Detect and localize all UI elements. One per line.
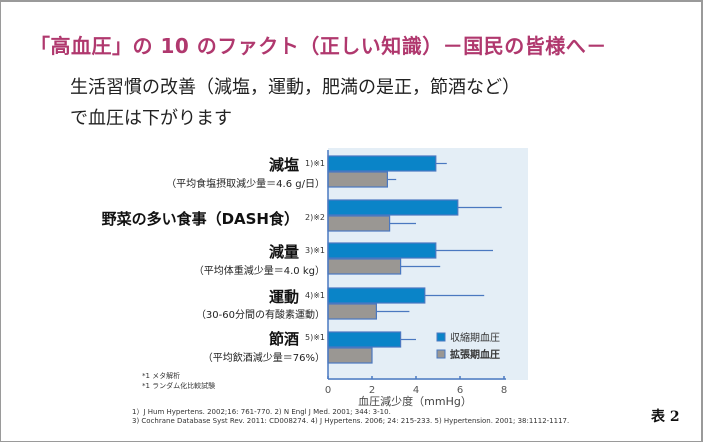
- category-labels: 減塩 1)※1 （平均食塩摂取減少量＝4.6 g/日） 野菜の多い食事（DASH食…: [0, 0, 325, 442]
- x-tick-label: 2: [369, 385, 375, 396]
- bar-diastolic: [327, 347, 373, 364]
- legend: 収縮期血圧 拡張期血圧: [436, 331, 500, 361]
- x-axis-label: 血圧減少度（mmHg）: [358, 394, 472, 408]
- bar-diastolic: [327, 171, 389, 188]
- footnote-meta-analysis: *1 メタ解析: [142, 372, 181, 380]
- category-label-sub: （30-60分間の有酸素運動）: [195, 310, 325, 321]
- bars-group: [327, 155, 502, 364]
- footnote-rct: *1 ランダム化比較試験: [142, 382, 216, 390]
- category-label-main: 減塩 1)※1: [268, 156, 325, 174]
- category-ref: 1)※1: [304, 159, 325, 168]
- legend-swatch-systolic: [436, 332, 446, 342]
- subtitle-line-2: で血圧は下がります: [70, 108, 232, 129]
- reference-line-2: 3) Cochrane Database Syst Rev. 2011: CD0…: [132, 417, 570, 425]
- x-axis: 0 2 4 6 8: [325, 150, 507, 396]
- category-label-main: 野菜の多い食事（DASH食） 2)※2: [101, 210, 325, 228]
- bar-diastolic: [327, 258, 402, 275]
- category-label-main: 節酒 5)※1: [268, 330, 325, 348]
- legend-label-systolic: 収縮期血圧: [450, 331, 500, 344]
- legend-swatch-diastolic: [436, 349, 446, 359]
- x-tick-label: 8: [501, 385, 507, 396]
- bar-systolic: [327, 331, 402, 348]
- x-tick-label: 0: [325, 385, 331, 396]
- bar-systolic: [327, 287, 426, 304]
- category-label-sub: （平均飲酒減少量＝76%）: [202, 353, 325, 364]
- category-ref: 4)※1: [304, 291, 325, 300]
- bar-diastolic: [327, 303, 378, 320]
- bar-systolic: [327, 155, 437, 172]
- page-title: 「高血圧」の 10 のファクト（正しい知識）－国民の皆様へ－: [30, 34, 607, 58]
- category-ref: 3)※1: [304, 246, 325, 255]
- category-label-main: 運動 4)※1: [268, 288, 325, 306]
- x-tick-label: 4: [413, 385, 419, 396]
- subtitle-line-1: 生活習慣の改善（減塩，運動，肥満の是正，節酒など）: [70, 77, 520, 98]
- bar-systolic: [327, 199, 459, 216]
- category-label-sub: （平均食塩摂取減少量＝4.6 g/日）: [166, 179, 325, 190]
- bar-systolic: [327, 242, 437, 259]
- x-tick-label: 6: [457, 385, 463, 396]
- bar-diastolic: [327, 215, 391, 232]
- subtitle: 生活習慣の改善（減塩，運動，肥満の是正，節酒など） で血圧は下がります: [70, 72, 520, 134]
- reference-line-1: 1）J Hum Hypertens. 2002;16: 761-770. 2) …: [132, 408, 391, 416]
- category-label-main: 減量 3)※1: [268, 243, 325, 261]
- category-label-sub: （平均体重減少量＝4.0 kg）: [193, 266, 325, 277]
- table-label: 表 2: [651, 409, 680, 425]
- legend-label-diastolic: 拡張期血圧: [450, 348, 500, 361]
- category-ref: 5)※1: [304, 333, 325, 342]
- category-ref: 2)※2: [304, 213, 325, 222]
